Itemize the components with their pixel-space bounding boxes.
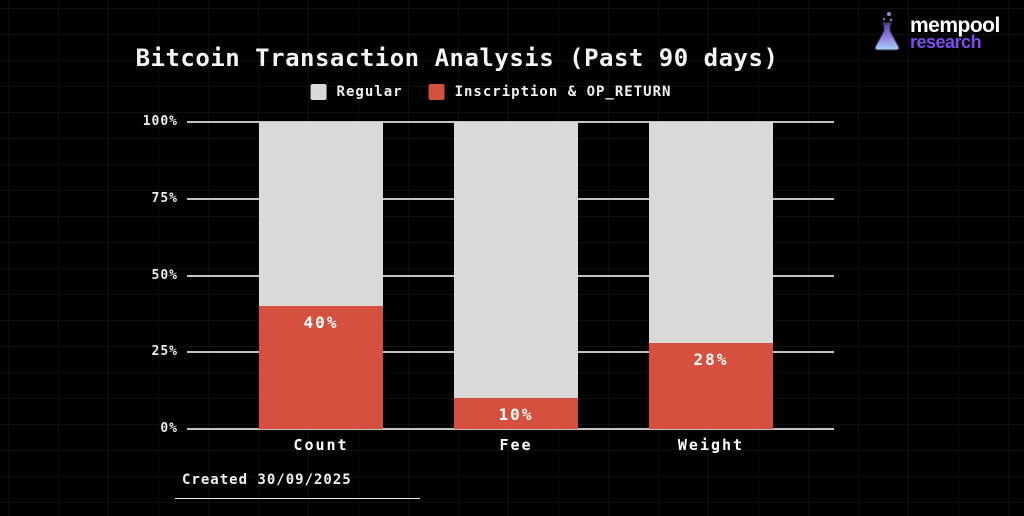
- stacked-bar: 40%: [259, 122, 383, 429]
- bar-segment-regular: [259, 122, 383, 307]
- bar-value-label: 28%: [693, 350, 729, 370]
- legend-item: Regular: [310, 84, 403, 100]
- bar-value-label: 10%: [498, 405, 534, 425]
- bar-segment-inscription: 28%: [649, 343, 773, 429]
- x-axis-category-label: Fee: [499, 436, 533, 454]
- y-axis-tick-label: 0%: [160, 421, 178, 436]
- chart-title: Bitcoin Transaction Analysis (Past 90 da…: [135, 44, 779, 72]
- stacked-bar: 10%: [454, 122, 578, 429]
- bar-segment-regular: [649, 122, 773, 344]
- bar-value-label: 40%: [303, 313, 339, 333]
- x-axis-category-label: Count: [293, 436, 349, 454]
- brand-name-line1: mempool: [910, 14, 1000, 37]
- y-axis-tick-label: 100%: [142, 114, 178, 129]
- flask-icon: [870, 8, 904, 60]
- y-axis-tick-label: 50%: [151, 267, 178, 283]
- y-axis-tick-label: 75%: [151, 190, 178, 206]
- plot-area: 0% 25% 50% 75% 100% 40% Count 10% Fee 28% Weight: [143, 114, 834, 454]
- legend-label: Inscription & OP_RETURN: [454, 84, 672, 100]
- brand-logo: mempool research: [870, 8, 1000, 60]
- legend: Regular Inscription & OP_RETURN: [310, 84, 672, 100]
- stacked-bar: 28%: [649, 122, 773, 429]
- legend-label: Regular: [336, 84, 403, 100]
- brand-name: mempool research: [910, 8, 1000, 51]
- bar-segment-inscription: 40%: [259, 306, 383, 429]
- x-axis-category-label: Weight: [677, 436, 745, 454]
- created-date-label: Created 30/09/2025: [175, 472, 420, 499]
- legend-item: Inscription & OP_RETURN: [428, 84, 672, 100]
- bar-segment-regular: [454, 122, 578, 399]
- legend-swatch: [310, 84, 327, 100]
- y-axis-tick-label: 25%: [151, 344, 178, 360]
- gridline: [187, 428, 834, 430]
- brand-name-line2: research: [910, 32, 982, 52]
- legend-swatch: [428, 84, 445, 100]
- bar-segment-inscription: 10%: [454, 398, 578, 429]
